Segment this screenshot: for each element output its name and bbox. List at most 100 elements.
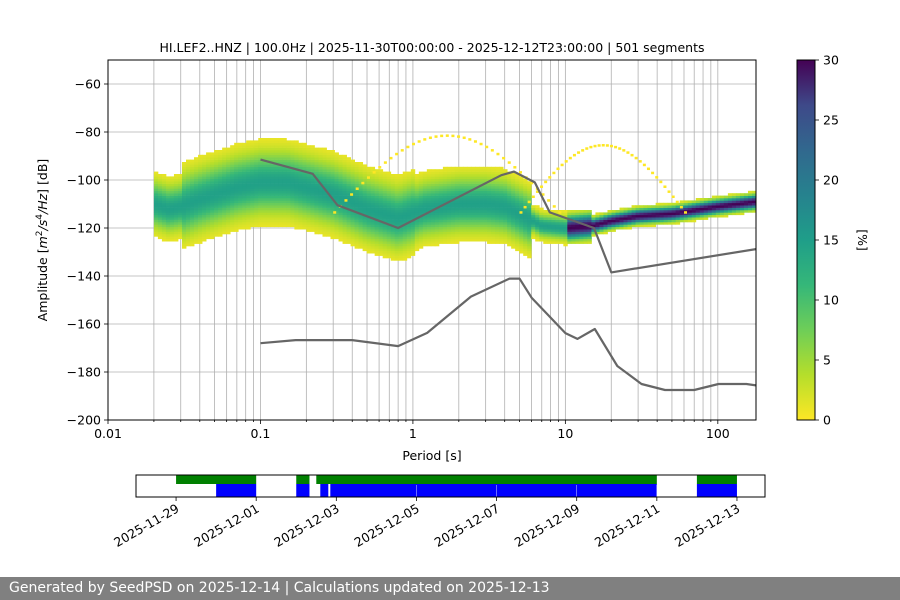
psd-cell [374,176,380,180]
psd-cell [374,202,380,206]
psd-cell [270,166,275,170]
psd-cell [458,176,464,180]
psd-cell [218,210,223,213]
psd-cell [250,169,255,172]
psd-outlier-arc [541,193,545,196]
psd-cell [370,241,376,244]
psd-cell [318,222,323,225]
psd-cell [318,224,323,228]
psd-cell [659,219,665,223]
psd-cell [507,176,512,180]
psd-cell [487,198,492,201]
psd-cell [743,198,749,201]
psd-cell [450,214,456,218]
psd-cell [314,154,319,158]
psd-cell [579,234,584,237]
psd-cell [346,226,351,230]
psd-cell [286,222,291,225]
psd-outlier-arc [428,136,432,140]
psd-cell [222,178,227,182]
psd-cell [214,171,219,175]
psd-cell [298,222,303,225]
psd-cell [306,164,311,168]
psd-cell [386,193,392,196]
psd-cell [338,193,343,196]
psd-cell [366,217,372,220]
psd-cell [406,176,412,180]
psd-cell [430,224,436,228]
psd-cell [495,241,500,244]
psd-cell [250,166,255,170]
psd-cell [587,219,592,223]
psd-cell [483,186,488,189]
psd-cell [342,205,347,208]
psd-cell [226,159,231,163]
psd-cell [270,174,275,177]
psd-outlier-arc [502,156,506,160]
psd-cell [190,224,195,228]
psd-cell [234,171,239,175]
psd-cell [290,159,295,163]
psd-cell [491,231,496,235]
psd-cell [599,212,604,216]
psd-cell [250,140,255,144]
psd-cell [238,159,243,163]
psd-cell [226,176,231,180]
psd-cell [222,164,227,168]
psd-cell [266,207,271,211]
psd-cell [466,229,472,232]
psd-cell [374,231,380,235]
psd-cell [406,178,412,182]
psd-cell [161,226,167,230]
psd-cell [338,176,343,180]
psd-cell [495,205,500,208]
psd-cell [194,190,199,194]
psd-cell [194,188,199,192]
psd-cell [471,166,476,170]
psd-cell [539,236,544,240]
psd-cell [559,229,564,232]
psd-cell [190,226,195,230]
psd-cell [322,200,327,204]
psd-cell [330,200,335,204]
psd-cell [483,190,488,194]
psd-cell [386,238,392,242]
psd-cell [471,198,476,201]
psd-cell [362,169,368,172]
psd-cell [165,190,171,194]
psd-cell [334,236,339,240]
psd-cell [519,181,524,184]
psd-cell [663,219,669,223]
psd-cell [218,207,223,211]
psd-cell [438,219,444,223]
psd-cell [230,190,235,194]
psd-cell [210,212,215,216]
psd-cell [165,219,171,223]
psd-cell [406,188,412,192]
psd-cell [442,181,448,184]
psd-outlier-arc [655,176,659,179]
psd-cell [386,190,392,194]
psd-cell [571,231,576,235]
psd-cell [165,183,171,187]
psd-cell [491,205,496,208]
psd-cell [479,224,484,228]
psd-cell [511,224,516,228]
psd-cell [567,219,572,223]
psd-cell [362,222,368,225]
psd-cell [527,231,532,235]
psd-cell [430,195,436,199]
psd-cell [242,214,247,218]
psd-cell [306,159,311,163]
psd-cell [503,210,508,213]
psd-cell [302,226,307,230]
psd-cell [157,183,163,187]
psd-cell [475,207,480,211]
psd-cell [214,207,219,211]
psd-cell [354,205,360,208]
psd-cell [475,229,480,232]
psd-cell [378,248,384,252]
psd-cell [607,226,612,230]
psd-cell [438,178,444,182]
psd-cell [210,174,215,177]
